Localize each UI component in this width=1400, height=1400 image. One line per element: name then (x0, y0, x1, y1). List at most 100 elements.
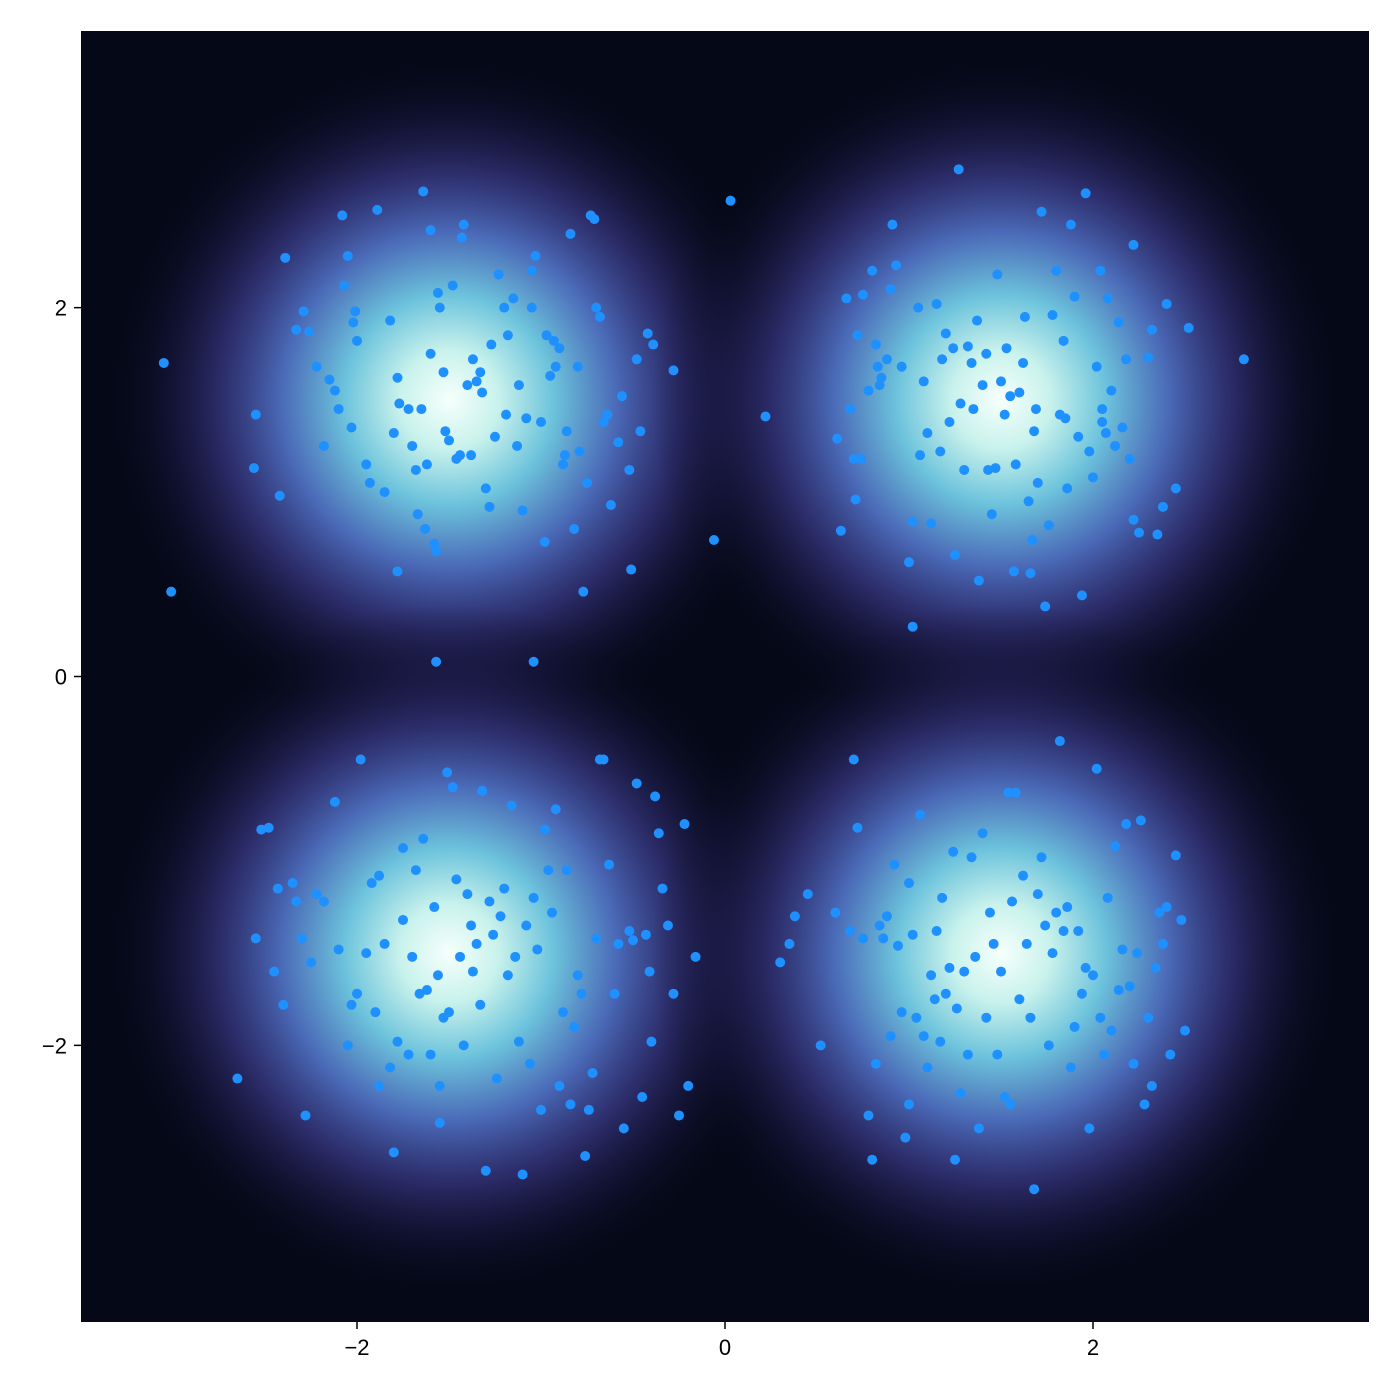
scatter-point (1018, 357, 1029, 368)
scatter-point (613, 437, 624, 448)
scatter-point (1146, 1080, 1157, 1091)
scatter-point (1097, 416, 1108, 427)
scatter-point (466, 450, 477, 461)
scatter-point (951, 1003, 962, 1014)
scatter-point (1161, 298, 1172, 309)
scatter-point (1176, 914, 1187, 925)
scatter-point (329, 385, 340, 396)
scatter-point (1023, 496, 1034, 507)
scatter-point (1036, 852, 1047, 863)
scatter-point (867, 1154, 878, 1165)
scatter-point (832, 433, 843, 444)
scatter-points (158, 164, 1249, 1195)
scatter-point (1146, 324, 1157, 335)
scatter-point (999, 409, 1010, 420)
scatter-point (434, 1080, 445, 1091)
scatter-point (1065, 1062, 1076, 1073)
scatter-point (370, 1007, 381, 1018)
scatter-point (569, 523, 580, 534)
scatter-point (944, 416, 955, 427)
scatter-point (937, 892, 948, 903)
x-axis: −2 0 2 (344, 1322, 1099, 1360)
scatter-point (863, 1110, 874, 1121)
scatter-point (528, 656, 539, 667)
scatter-point (1014, 994, 1025, 1005)
scatter-point (269, 966, 280, 977)
scatter-point (1180, 1025, 1190, 1036)
scatter-point (1080, 962, 1091, 973)
scatter-point (403, 1049, 414, 1060)
scatter-point (388, 428, 399, 439)
scatter-point (1030, 404, 1041, 415)
scatter-point (784, 938, 795, 949)
scatter-point (1157, 501, 1168, 512)
scatter-point (1054, 736, 1065, 747)
scatter-point (361, 948, 372, 959)
scatter-point (668, 365, 679, 376)
scatter-point (526, 302, 537, 313)
scatter-point (311, 361, 322, 372)
scatter-point (425, 348, 436, 359)
scatter-point (1043, 1040, 1054, 1051)
scatter-point (1062, 902, 1073, 913)
scatter-point (431, 656, 442, 667)
scatter-point (502, 970, 513, 981)
scatter-point (885, 284, 896, 295)
scatter-point (1110, 841, 1121, 852)
scatter-point (775, 957, 786, 968)
scatter-point (1051, 265, 1062, 276)
scatter-point (548, 335, 559, 346)
scatter-point (896, 1007, 907, 1018)
scatter-point (554, 1080, 565, 1091)
scatter-point (815, 1040, 826, 1051)
scatter-point (850, 494, 861, 505)
scatter-point (583, 1104, 594, 1115)
scatter-point (904, 557, 914, 568)
density-blob (99, 50, 799, 750)
scatter-point (878, 933, 889, 944)
scatter-point (1121, 354, 1132, 365)
scatter-point (486, 339, 497, 350)
scatter-point (948, 343, 959, 354)
scatter-point (333, 944, 344, 955)
scatter-point (907, 516, 918, 527)
scatter-point (166, 586, 177, 597)
scatter-point (348, 317, 359, 328)
scatter-point (904, 878, 914, 889)
scatter-point (885, 1031, 896, 1042)
scatter-point (532, 944, 543, 955)
scatter-point (1019, 311, 1030, 322)
scatter-point (1183, 322, 1194, 333)
scatter-point (1161, 902, 1172, 913)
scatter-point (841, 293, 852, 304)
scatter-point (451, 874, 462, 885)
scatter-point (1091, 361, 1102, 372)
scatter-point (892, 940, 903, 951)
scatter-point (852, 330, 863, 341)
scatter-point (1135, 815, 1146, 826)
scatter-point (536, 416, 546, 427)
scatter-point (981, 1012, 992, 1023)
scatter-point (1154, 907, 1165, 918)
scatter-point (605, 499, 616, 510)
scatter-point (802, 889, 813, 900)
scatter-point (940, 988, 951, 999)
scatter-point (1032, 477, 1043, 488)
scatter-point (517, 1169, 528, 1180)
scatter-point (512, 440, 523, 451)
scatter-point (385, 1062, 396, 1073)
scatter-point (582, 477, 592, 488)
scatter-point (1095, 265, 1106, 276)
scatter-point (1032, 889, 1043, 900)
scatter-point (913, 302, 924, 313)
scatter-point (1043, 520, 1054, 531)
scatter-point (1170, 483, 1181, 494)
scatter-point (1088, 970, 1098, 981)
scatter-point (488, 929, 499, 940)
scatter-point (662, 920, 673, 931)
scatter-point (1097, 404, 1108, 415)
scatter-point (604, 859, 615, 870)
scatter-point (425, 225, 436, 236)
scatter-point (502, 330, 513, 341)
scatter-point (407, 440, 418, 451)
